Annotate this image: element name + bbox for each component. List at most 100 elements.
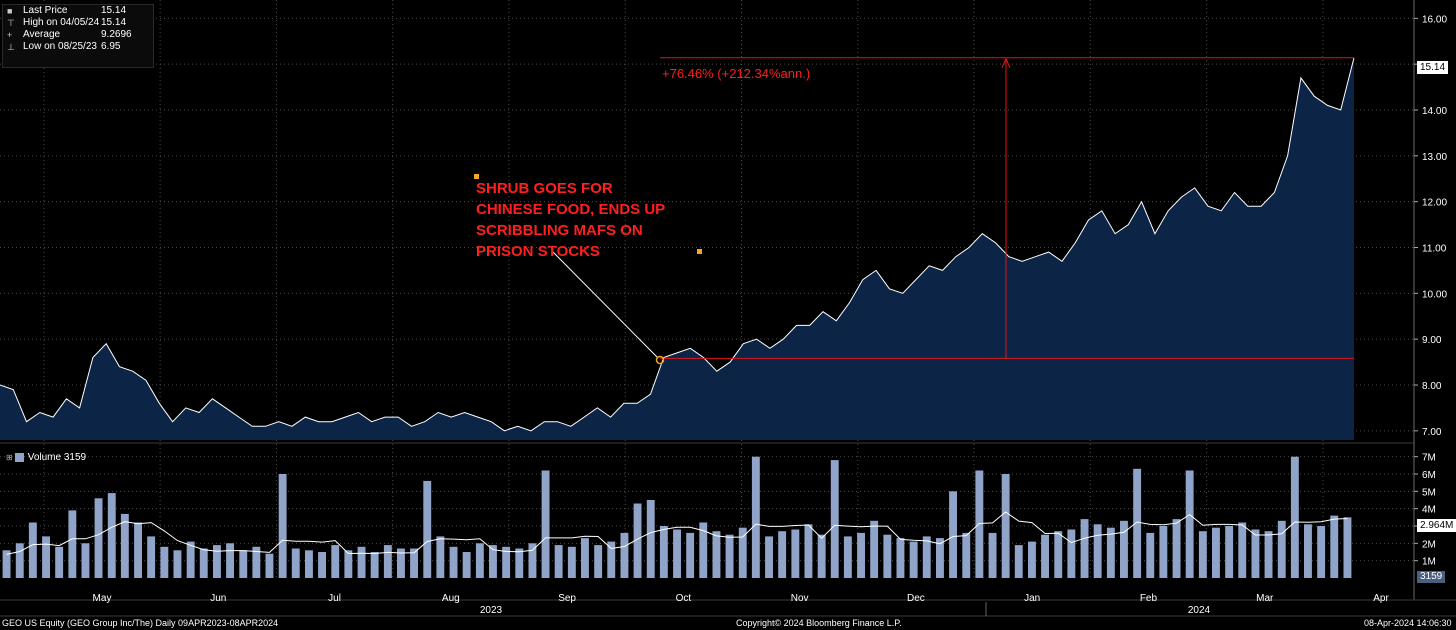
volume-last-tag: 3159 <box>1417 571 1446 583</box>
volume-bar <box>1001 474 1010 578</box>
volume-bar <box>199 548 208 578</box>
price-tick-label: 7.00 <box>1422 427 1442 438</box>
volume-tick-label: 5M <box>1422 487 1436 498</box>
volume-tick-label: 2M <box>1422 539 1436 550</box>
volume-bar <box>962 532 971 578</box>
volume-bar <box>252 546 261 578</box>
volume-bar <box>738 527 747 578</box>
volume-bar <box>278 474 287 578</box>
volume-bar <box>239 550 248 578</box>
legend-row: ⊤ High on 04/05/24 15.14 <box>3 17 153 29</box>
volume-bar <box>1330 515 1339 578</box>
price-tick-label: 16.00 <box>1422 14 1447 25</box>
price-tick-label: 12.00 <box>1422 198 1447 209</box>
month-label: Jul <box>328 593 341 604</box>
volume-bar <box>949 491 957 578</box>
volume-bar <box>305 550 313 578</box>
volume-bar <box>515 548 524 578</box>
volume-bar <box>567 546 576 578</box>
volume-bar <box>1277 520 1286 578</box>
volume-bar <box>870 520 879 578</box>
volume-bar <box>541 470 550 578</box>
volume-bar <box>554 545 563 578</box>
volume-bar <box>699 522 708 578</box>
price-line <box>0 57 1355 432</box>
volume-y-ticks: 1M2M3M4M5M6M7M <box>1414 453 1436 568</box>
volume-bar <box>28 522 37 578</box>
volume-bar <box>1080 519 1089 578</box>
volume-bar <box>843 536 852 578</box>
footer-copyright: Copyright© 2024 Bloomberg Finance L.P. <box>736 618 902 628</box>
volume-bar <box>712 531 721 578</box>
volume-bar <box>1120 520 1128 578</box>
volume-legend-label: Volume 3159 <box>27 452 87 463</box>
volume-bar <box>186 541 195 578</box>
legend-row: ⊥ Low on 08/25/23 6.95 <box>3 41 153 53</box>
volume-bar <box>778 531 787 578</box>
volume-bar <box>817 534 826 578</box>
volume-bar <box>423 480 432 578</box>
legend-row: ■ Last Price 15.14 <box>3 5 153 17</box>
volume-bar <box>2 550 11 578</box>
volume-bar <box>909 541 918 578</box>
month-label: Feb <box>1140 593 1158 604</box>
volume-bar <box>357 546 366 578</box>
volume-bar <box>15 543 24 578</box>
volume-bar <box>1290 456 1299 578</box>
volume-bar <box>370 552 379 578</box>
volume-bar <box>673 529 681 578</box>
volume-bar <box>344 550 353 578</box>
change-label: +76.46% (+212.34%ann.) <box>662 66 811 81</box>
footer-security: GEO US Equity (GEO Group Inc/The) Daily … <box>2 618 279 628</box>
volume-bar <box>751 456 760 578</box>
last-price-tag: 15.14 <box>1417 61 1449 74</box>
expand-icon[interactable]: ⊞ <box>6 453 13 462</box>
volume-tick-label: 4M <box>1422 505 1436 516</box>
volume-bars <box>2 456 1352 578</box>
volume-bar <box>988 532 997 578</box>
volume-bar <box>765 536 773 578</box>
volume-bar <box>1264 531 1273 578</box>
volume-bar <box>1014 545 1023 578</box>
legend-row: + Average 9.2696 <box>3 29 153 41</box>
volume-bar <box>581 538 589 578</box>
volume-bar <box>936 538 944 578</box>
volume-bar <box>502 546 511 578</box>
volume-bar <box>489 545 497 578</box>
legend-value: 6.95 <box>101 41 121 52</box>
square-icon: ■ <box>7 6 13 16</box>
volume-bar <box>1212 527 1220 578</box>
volume-bar <box>857 532 865 578</box>
volume-bar <box>213 545 221 578</box>
volume-bar <box>55 546 64 578</box>
volume-bar <box>397 548 405 578</box>
volume-bar <box>1028 541 1036 578</box>
volume-bar <box>1343 517 1352 578</box>
volume-bar <box>804 524 813 578</box>
month-label: Jan <box>1024 593 1040 604</box>
legend-name: High on 04/05/24 <box>23 17 100 28</box>
volume-bar <box>528 543 537 578</box>
volume-bar <box>1133 468 1142 578</box>
year-label: 2023 <box>480 605 503 616</box>
month-label: Oct <box>676 593 692 604</box>
volume-bar <box>791 529 800 578</box>
price-y-ticks: 7.00 8.00 9.00 10.00 11.00 12.00 13.00 14.00 15.… <box>1414 14 1447 438</box>
volume-bar <box>331 545 340 578</box>
price-tick-label: 13.00 <box>1422 152 1447 163</box>
average-marker-icon: + <box>7 30 13 40</box>
legend-name: Average <box>23 29 61 40</box>
volume-bar <box>147 536 156 578</box>
volume-bar <box>620 532 629 578</box>
volume-bar <box>134 522 142 578</box>
volume-tick-label: 7M <box>1422 453 1436 464</box>
volume-bar <box>81 543 90 578</box>
volume-bar <box>1106 527 1115 578</box>
legend-value: 9.2696 <box>101 29 132 40</box>
volume-bar <box>646 500 655 578</box>
volume-bar <box>1304 524 1312 578</box>
volume-bar <box>94 498 103 578</box>
volume-bar <box>410 548 418 578</box>
volume-average-line <box>6 511 1348 555</box>
